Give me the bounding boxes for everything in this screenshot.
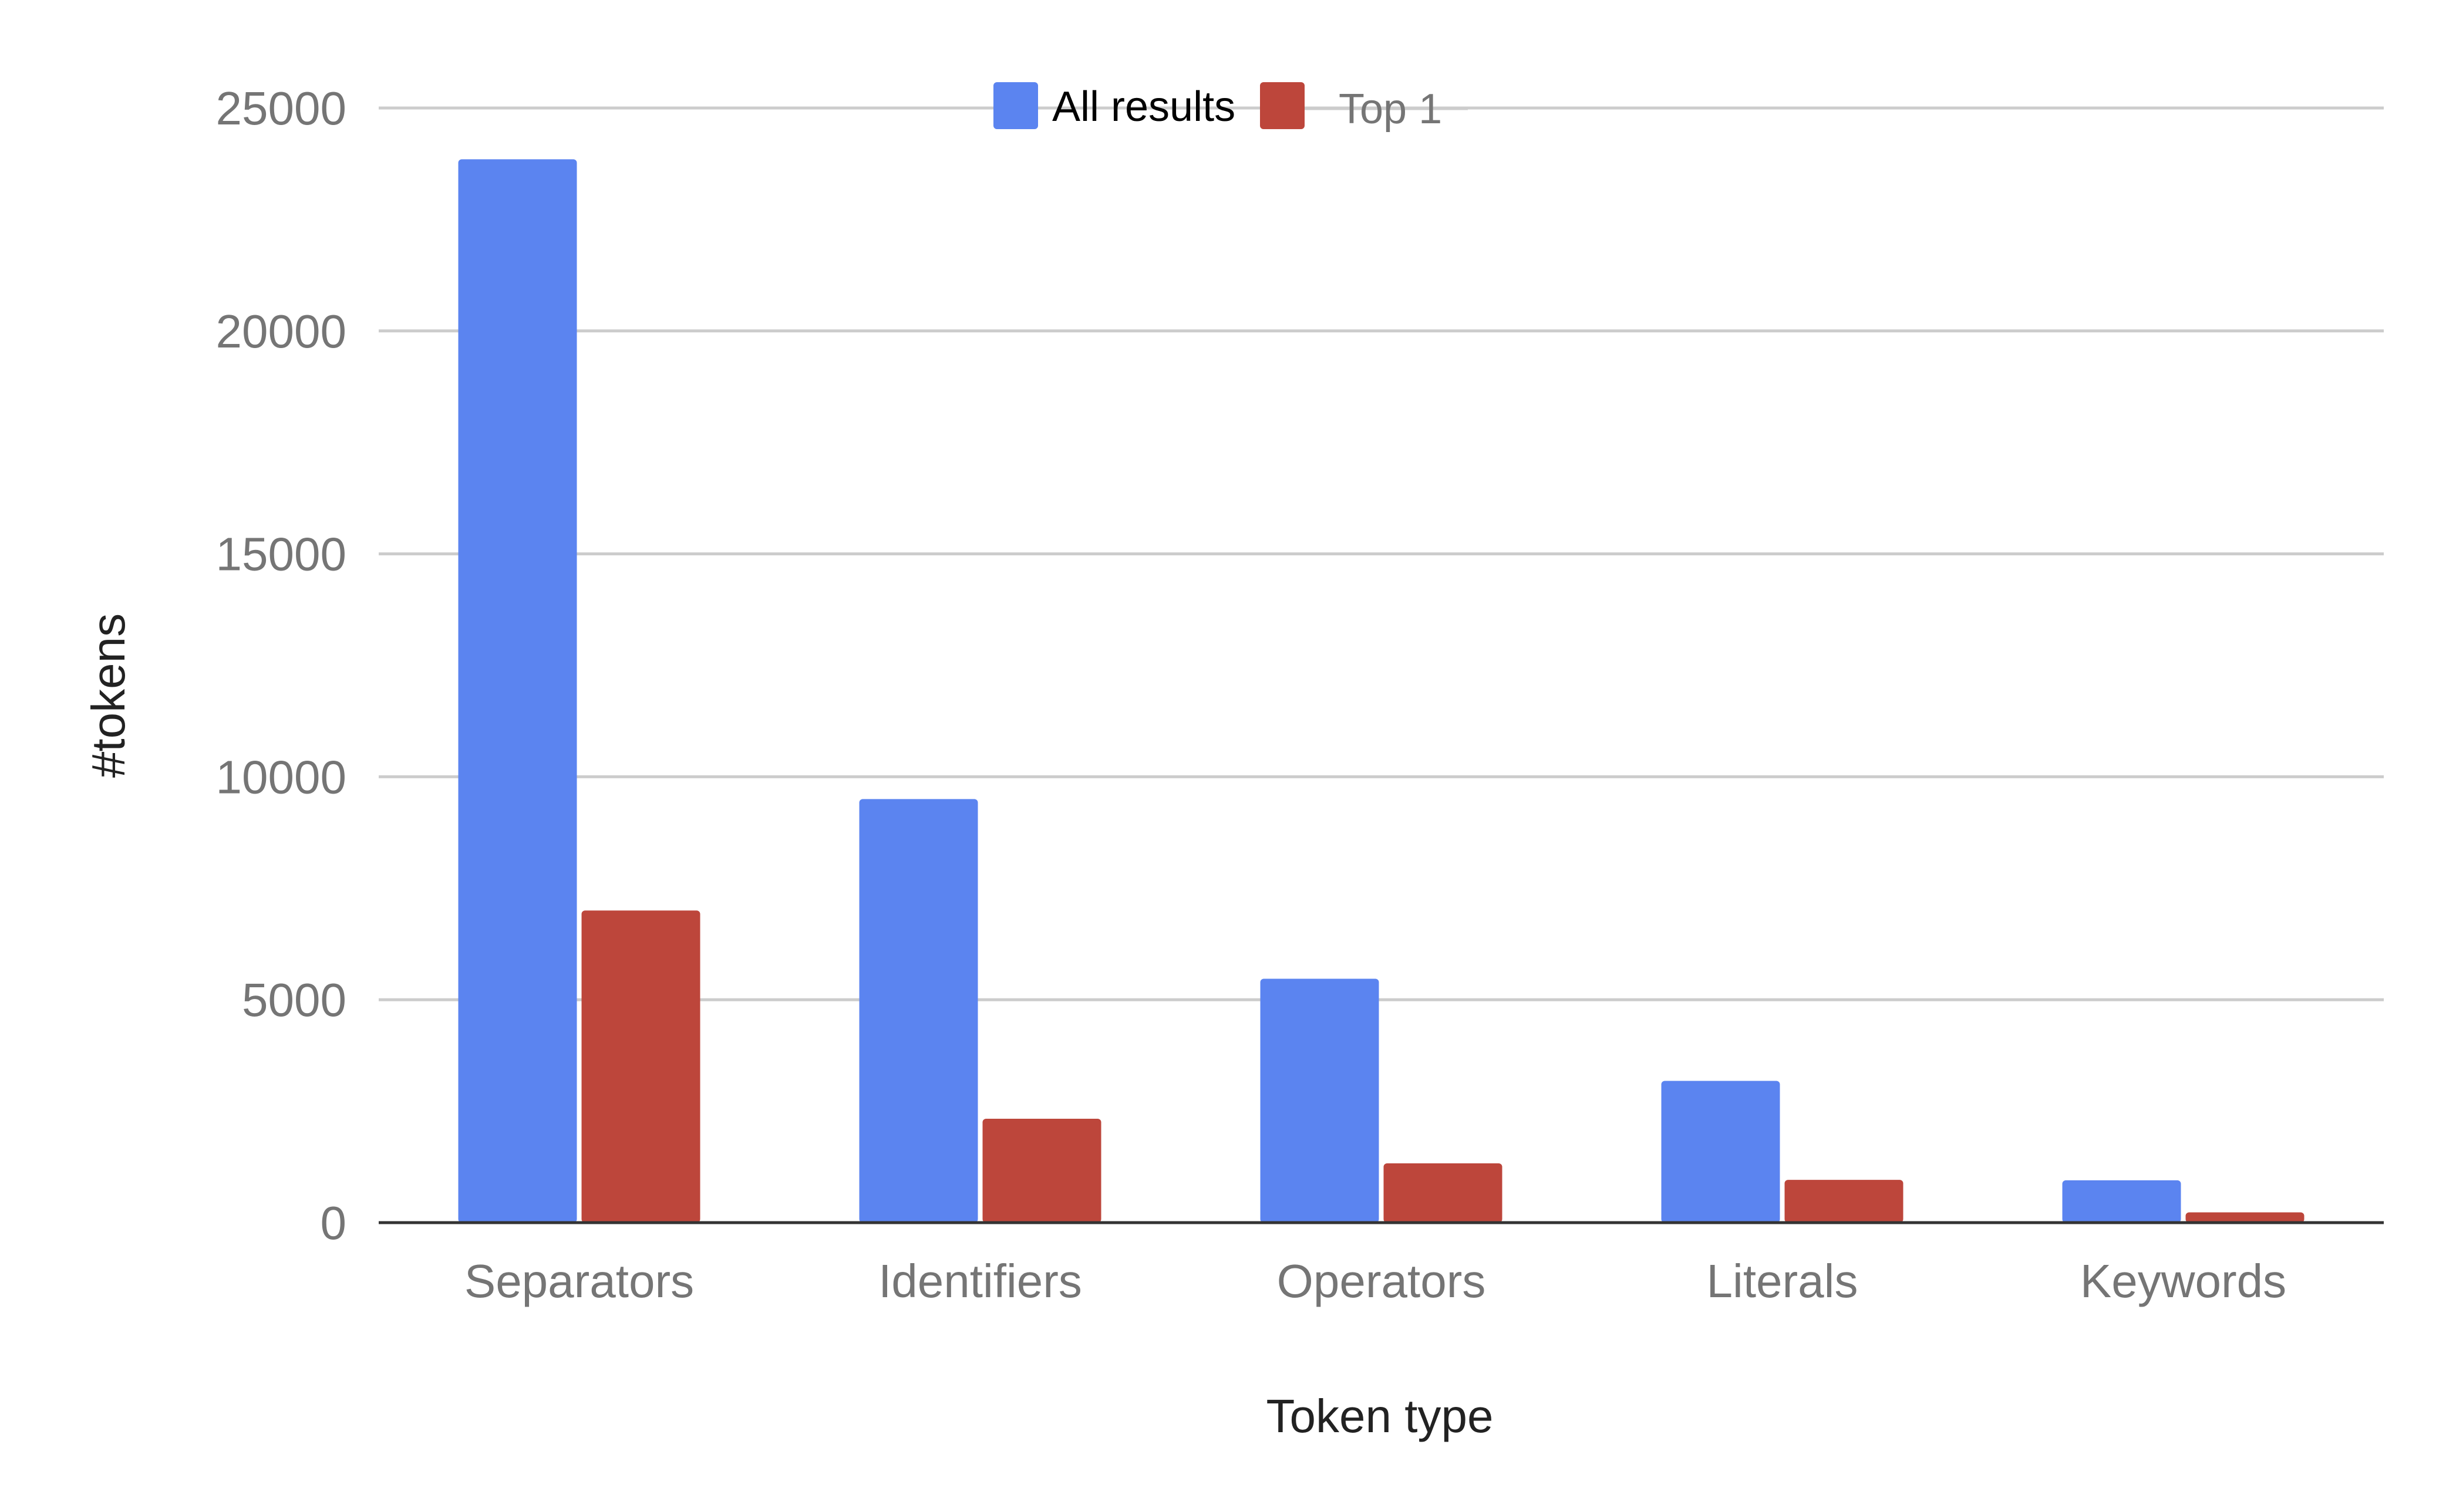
x-category-label: Keywords	[2080, 1255, 2286, 1307]
bar-all-results-keywords	[2062, 1180, 2181, 1223]
bar-top-1-keywords	[2185, 1212, 2305, 1223]
bar-all-results-literals	[1661, 1081, 1780, 1223]
y-tick-label: 10000	[216, 751, 346, 803]
gridlines	[379, 106, 2384, 1001]
y-tick-label: 15000	[216, 528, 346, 580]
legend-swatch-all-results	[993, 82, 1038, 129]
y-tick-label: 0	[321, 1197, 347, 1249]
bar-all-results-identifiers	[859, 799, 978, 1223]
x-category-label: Identifiers	[878, 1255, 1082, 1307]
bar-top-1-identifiers	[982, 1119, 1101, 1223]
legend-swatch-top-1	[1260, 82, 1305, 129]
legend-label-top-1: Top 1	[1339, 86, 1442, 133]
legend-label-all-results: All results	[1052, 83, 1235, 130]
x-axis-categories: Separators Identifiers Operators Literals Ke…	[464, 1255, 2286, 1307]
y-axis-title: #tokens	[82, 613, 134, 778]
x-category-label: Separators	[464, 1255, 694, 1307]
bar-all-results-operators	[1260, 978, 1379, 1223]
y-axis-ticks: 0 5000 10000 15000 20000 25000	[216, 82, 346, 1249]
bar-top-1-operators	[1383, 1163, 1502, 1223]
y-tick-label: 25000	[216, 82, 346, 134]
bars	[458, 159, 2305, 1223]
bar-all-results-separators	[458, 159, 577, 1223]
x-category-label: Operators	[1277, 1255, 1486, 1307]
y-tick-label: 5000	[242, 974, 346, 1026]
x-category-label: Literals	[1707, 1255, 1858, 1307]
x-axis-title: Token type	[1266, 1390, 1494, 1442]
legend: All results Top 1	[993, 82, 1468, 133]
bar-top-1-separators	[581, 910, 700, 1223]
y-tick-label: 20000	[216, 305, 346, 357]
bar-top-1-literals	[1784, 1180, 1903, 1223]
